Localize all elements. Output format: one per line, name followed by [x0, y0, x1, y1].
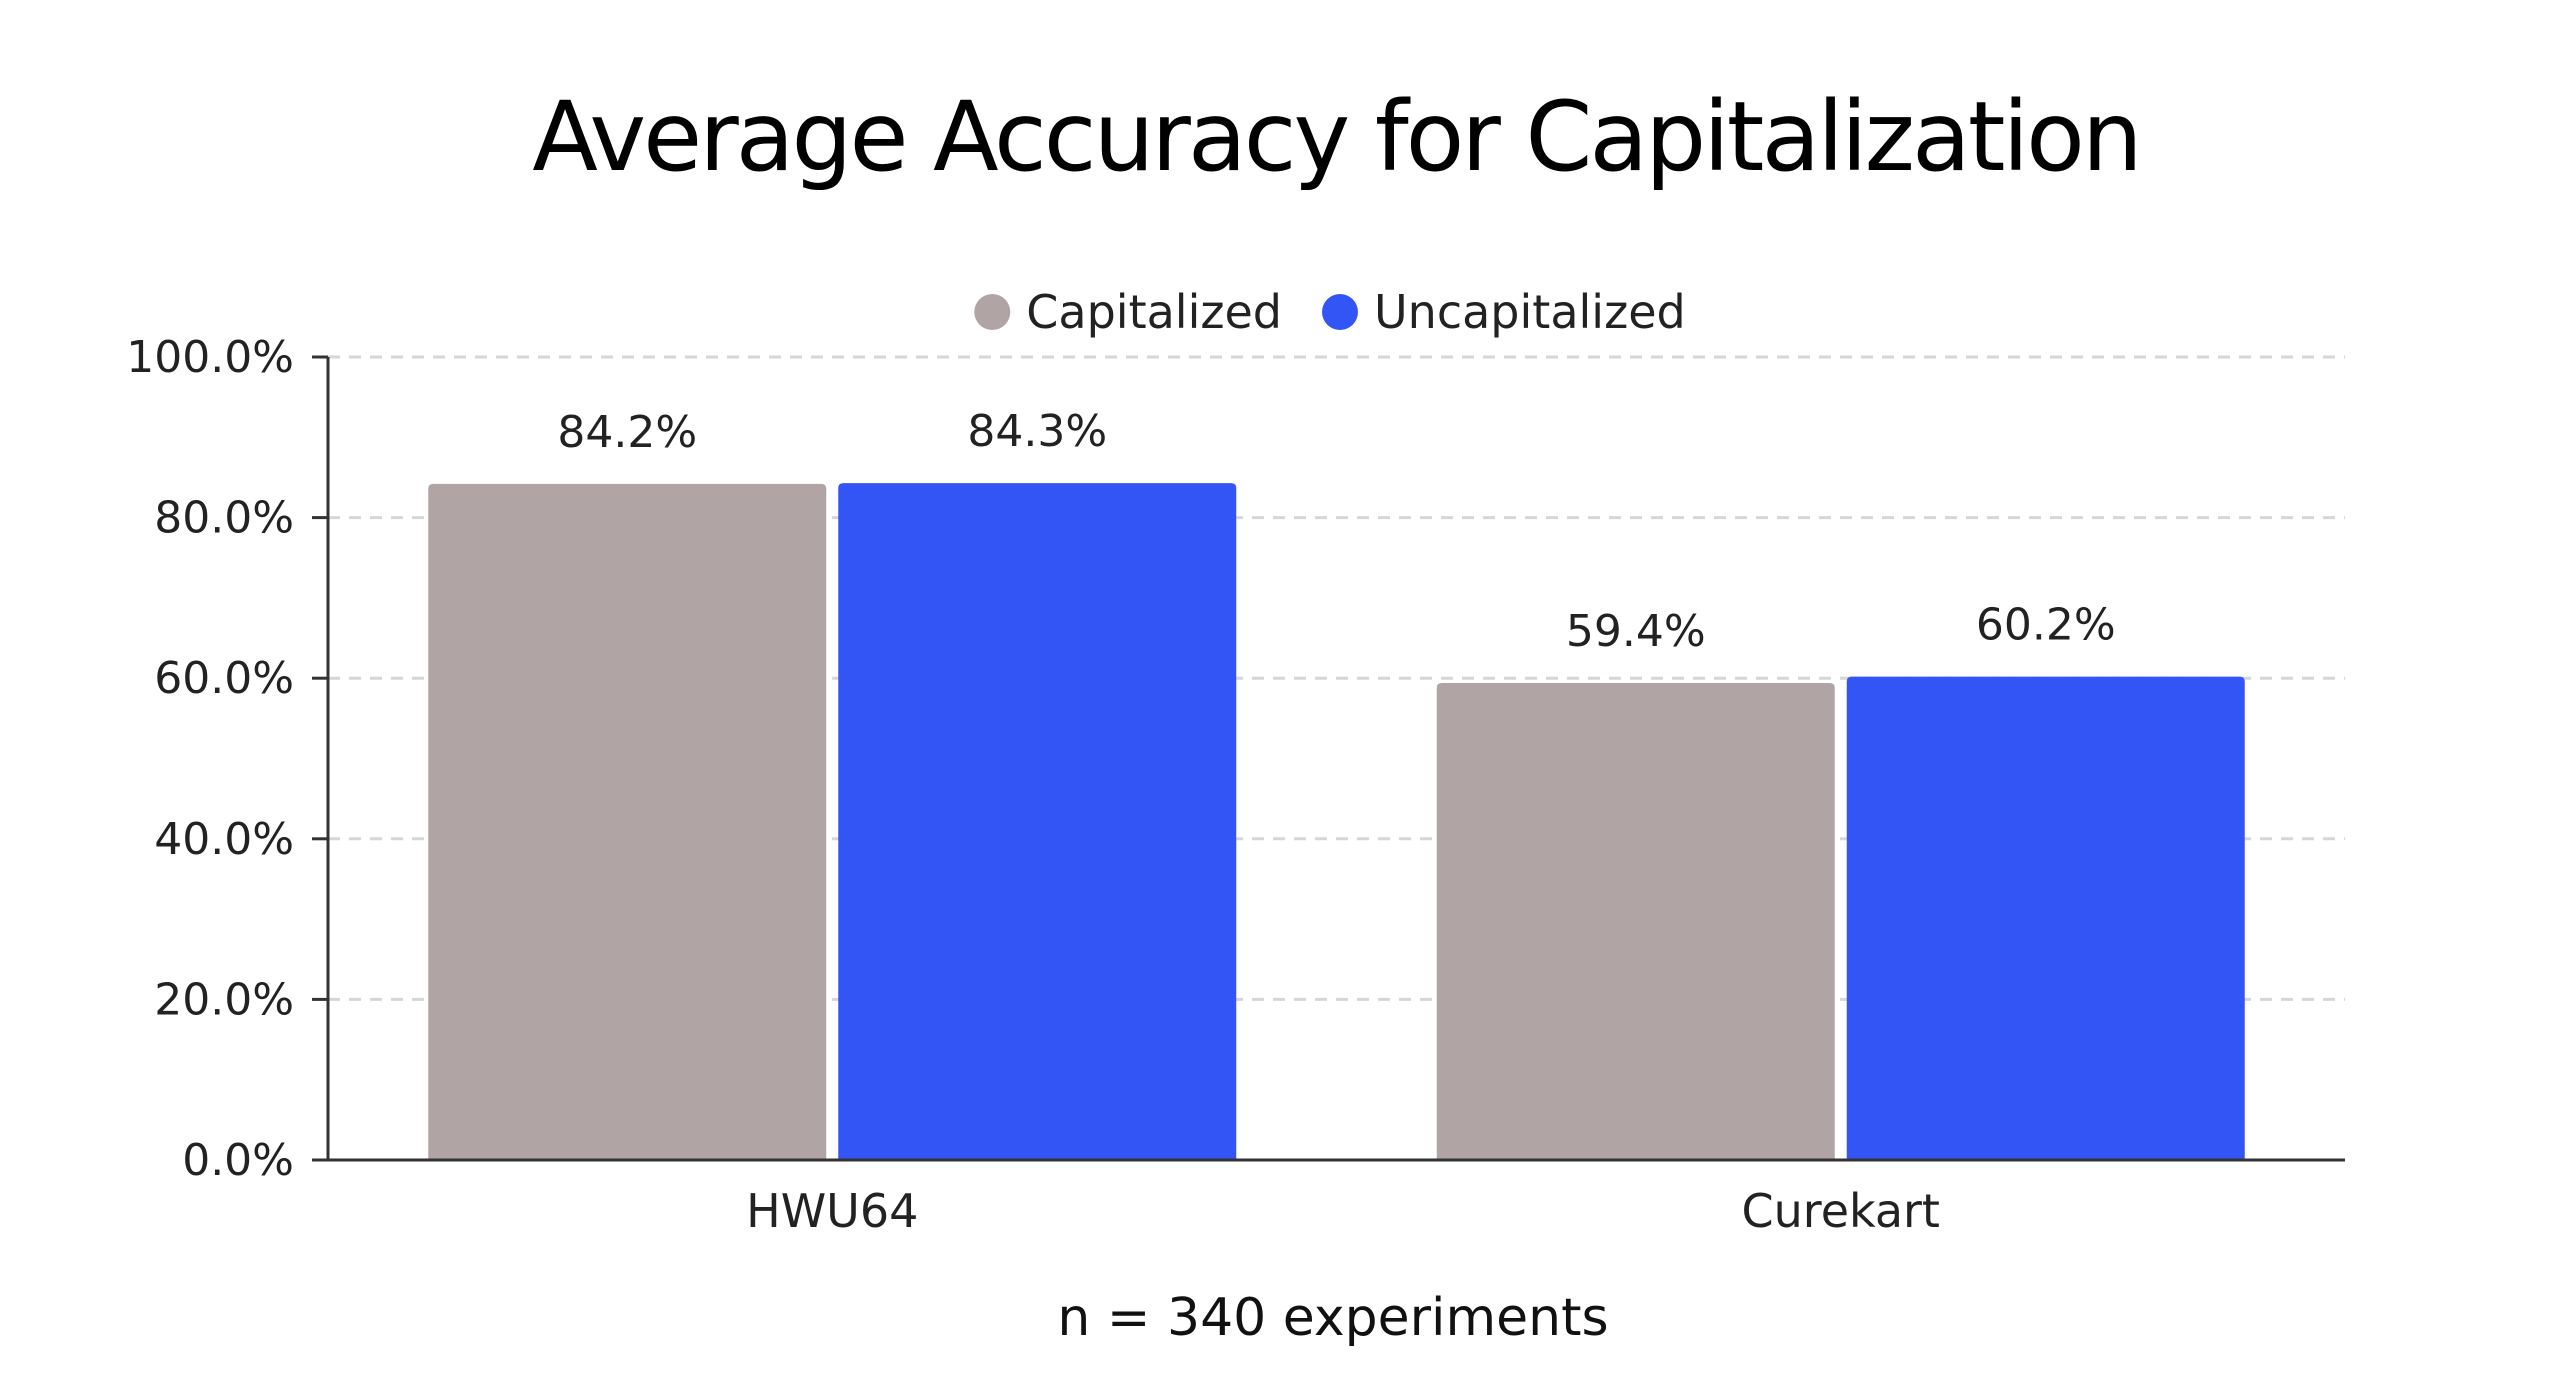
- y-axis-tick-label: 100.0%: [126, 332, 294, 383]
- y-axis-tick-label: 80.0%: [154, 493, 294, 544]
- bar-uncapitalized-hwu64: [838, 483, 1237, 1160]
- data-labels: 84.2% 84.3% 59.4% 60.2%: [557, 406, 2115, 657]
- bars: [428, 483, 2245, 1160]
- y-axis-tick-label: 40.0%: [154, 814, 294, 865]
- y-axis-tick-label: 60.0%: [154, 653, 294, 704]
- y-axis-tick-label: 0.0%: [182, 1135, 294, 1186]
- data-label-capitalized-hwu64: 84.2%: [557, 407, 697, 458]
- data-label-uncapitalized-curekart: 60.2%: [1976, 600, 2116, 651]
- chart-title: Average Accuracy for Capitalization: [532, 81, 2139, 193]
- legend-item-capitalized: Capitalized: [974, 285, 1282, 339]
- legend-swatch-capitalized: [974, 294, 1011, 330]
- axes: [326, 357, 2345, 1162]
- bar-uncapitalized-curekart: [1846, 676, 2245, 1160]
- legend: Capitalized Uncapitalized: [974, 285, 1686, 339]
- legend-label-capitalized: Capitalized: [1026, 285, 1282, 339]
- x-axis-category-label: Curekart: [1742, 1184, 1940, 1238]
- y-axis-tick-label: 20.0%: [154, 974, 294, 1025]
- bar-capitalized-hwu64: [428, 483, 827, 1160]
- legend-label-uncapitalized: Uncapitalized: [1374, 285, 1686, 339]
- legend-item-uncapitalized: Uncapitalized: [1322, 285, 1686, 339]
- bar-capitalized-curekart: [1436, 683, 1835, 1160]
- x-axis-category-labels: HWU64 Curekart: [746, 1184, 1940, 1238]
- legend-swatch-uncapitalized: [1322, 294, 1358, 330]
- y-axis-tick-labels: 0.0% 20.0% 40.0% 60.0% 80.0% 100.0%: [126, 332, 328, 1186]
- x-axis-category-label: HWU64: [746, 1184, 918, 1238]
- data-label-uncapitalized-hwu64: 84.3%: [967, 406, 1107, 457]
- data-label-capitalized-curekart: 59.4%: [1566, 606, 1706, 657]
- footnote: n = 340 experiments: [1057, 1288, 1608, 1348]
